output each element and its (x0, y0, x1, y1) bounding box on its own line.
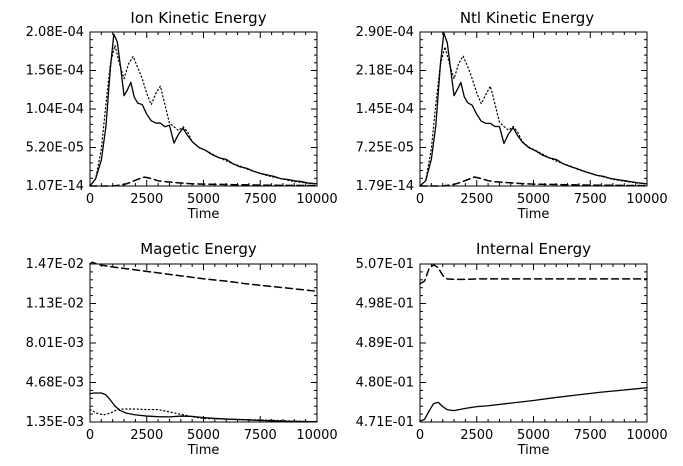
x-tick-label: 10000 (626, 192, 667, 207)
x-tick-label: 2500 (460, 192, 493, 207)
x-axis-label: Time (187, 443, 220, 458)
x-tick-label: 7500 (244, 192, 277, 207)
y-tick-label: 1.35E-03 (26, 415, 84, 430)
x-tick-label: 2500 (460, 428, 493, 443)
panel-title: Internal Energy (476, 240, 591, 258)
x-tick-label: 0 (416, 192, 424, 207)
series-line-dashed (419, 176, 648, 187)
y-tick-label: 5.20E-05 (26, 141, 84, 156)
x-tick-label: 0 (86, 428, 94, 443)
x-tick-label: 7500 (574, 428, 607, 443)
y-tick-label: 4.68E-03 (26, 376, 84, 391)
y-tick-label: 4.71E-01 (356, 415, 414, 430)
x-axis-label: Time (517, 443, 550, 458)
x-tick-label: 5000 (517, 192, 550, 207)
plot-frame (419, 31, 648, 187)
y-tick-label: 4.80E-01 (356, 376, 414, 391)
series-line-dotted (89, 408, 318, 423)
series-line-dashed (89, 176, 318, 187)
x-tick-label: 5000 (187, 192, 220, 207)
y-tick-label: 1.56E-04 (26, 64, 84, 79)
x-tick-label: 7500 (244, 428, 277, 443)
panel-ion-kinetic-energy: Ion Kinetic Energy 1.07E-14 5.20E-05 1.0… (26, 9, 338, 222)
y-tick-label: 7.25E-05 (356, 141, 414, 156)
x-axis-label: Time (517, 207, 550, 222)
series-line-dotted (419, 46, 648, 187)
series-line-solid (419, 387, 648, 422)
y-tick-label: 5.07E-01 (356, 257, 414, 272)
panel-ntl-kinetic-energy: Ntl Kinetic Energy 1.79E-14 7.25E-05 1.4… (356, 9, 668, 222)
y-tick-label: 1.07E-14 (26, 179, 84, 194)
x-tick-label: 10000 (626, 428, 667, 443)
x-axis-label: Time (187, 207, 220, 222)
panel-title: Ion Kinetic Energy (130, 9, 266, 27)
x-tick-label: 10000 (296, 192, 337, 207)
series-line-solid (419, 32, 648, 187)
y-tick-label: 1.79E-14 (356, 179, 414, 194)
x-tick-label: 10000 (296, 428, 337, 443)
x-tick-label: 5000 (187, 428, 220, 443)
y-tick-label: 1.13E-02 (26, 297, 84, 312)
y-tick-label: 4.89E-01 (356, 336, 414, 351)
y-tick-label: 2.90E-04 (356, 25, 414, 40)
series-line-dashed (419, 264, 648, 285)
y-tick-label: 4.98E-01 (356, 297, 414, 312)
y-tick-label: 2.18E-04 (356, 64, 414, 79)
x-tick-label: 2500 (130, 192, 163, 207)
panel-magnetic-energy: Magetic Energy 1.35E-03 4.68E-03 8.01E-0… (26, 240, 338, 458)
series-line-solid (89, 33, 318, 187)
y-tick-label: 1.47E-02 (26, 257, 84, 272)
y-tick-label: 8.01E-03 (26, 336, 84, 351)
plot-frame (419, 263, 648, 423)
series-line-dotted (89, 44, 318, 187)
panel-internal-energy: Internal Energy 4.71E-01 4.80E-01 4.89E-… (356, 240, 668, 458)
series-line-solid (89, 392, 318, 423)
plot-frame (89, 263, 318, 423)
plot-frame (89, 31, 318, 187)
x-tick-label: 0 (416, 428, 424, 443)
panel-title: Magetic Energy (140, 240, 257, 258)
y-tick-label: 1.04E-04 (26, 102, 84, 117)
x-tick-label: 7500 (574, 192, 607, 207)
x-tick-label: 2500 (130, 428, 163, 443)
x-tick-label: 0 (86, 192, 94, 207)
y-tick-label: 1.45E-04 (356, 102, 414, 117)
panel-title: Ntl Kinetic Energy (460, 9, 594, 27)
series-line-dashed (89, 261, 318, 292)
y-tick-label: 2.08E-04 (26, 25, 84, 40)
x-tick-label: 5000 (517, 428, 550, 443)
